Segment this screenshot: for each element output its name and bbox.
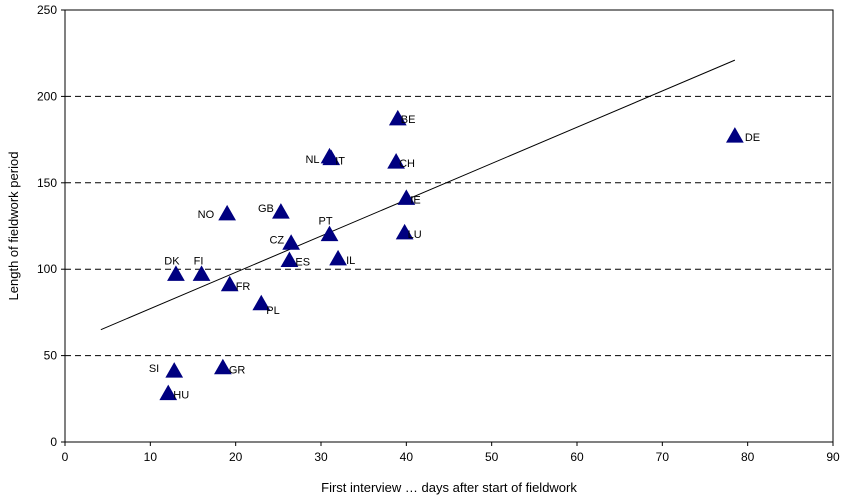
data-point-lu (395, 223, 414, 240)
y-tick-label-100: 100 (37, 262, 57, 276)
plot-area (64, 9, 834, 443)
trendline (100, 59, 736, 331)
x-tick-label-60: 60 (570, 450, 584, 464)
y-tick-label-250: 250 (37, 3, 57, 17)
data-label-gb: GB (258, 203, 274, 215)
data-label-fi: FI (194, 255, 204, 267)
data-label-dk: DK (164, 255, 180, 267)
data-point-es (280, 251, 299, 268)
trendline-layer (100, 59, 736, 331)
data-point-be (388, 109, 407, 126)
data-point-fr (220, 275, 239, 292)
data-point-ch (387, 153, 405, 169)
x-tick-label-80: 80 (741, 450, 755, 464)
data-point-ie (397, 189, 416, 205)
x-tick-label-50: 50 (485, 450, 499, 464)
data-label-cz: CZ (269, 234, 284, 246)
data-point-hu (159, 384, 178, 401)
data-label-ie: IE (410, 194, 420, 206)
data-point-it (322, 149, 341, 166)
data-label-no: NO (198, 209, 215, 221)
axes: 0 50 100 150 200 250 0 10 20 30 40 50 60 70 80 90 (37, 3, 840, 464)
data-point-il (329, 249, 347, 266)
data-label-fr: FR (236, 281, 251, 293)
x-tick-label-40: 40 (400, 450, 414, 464)
data-point-no (218, 204, 236, 221)
x-tick-label-0: 0 (62, 450, 69, 464)
data-label-pl: PL (266, 305, 279, 317)
data-point-cz (282, 234, 300, 250)
data-label-it: IT (335, 156, 345, 168)
x-tick-label-30: 30 (314, 450, 328, 464)
data-label-gr: GR (229, 365, 246, 377)
data-label-es: ES (295, 257, 310, 269)
data-point-gb (272, 203, 290, 219)
data-label-be: BE (401, 114, 416, 126)
data-point-de (726, 127, 744, 143)
y-tick-label-0: 0 (50, 435, 57, 449)
y-tick-label-50: 50 (44, 349, 58, 363)
data-label-de: DE (745, 132, 760, 144)
data-label-hu: HU (173, 390, 189, 402)
data-label-ch: CH (399, 158, 415, 170)
x-tick-label-10: 10 (144, 450, 158, 464)
y-tick-label-200: 200 (37, 89, 57, 103)
x-axis-title: First interview … days after start of fi… (321, 480, 577, 495)
data-point-fi (192, 265, 211, 281)
data-point-gr (214, 358, 232, 375)
x-tick-label-20: 20 (229, 450, 243, 464)
data-point-pt (320, 225, 339, 242)
y-axis-title: Length of fieldwork period (6, 152, 21, 301)
x-tick-label-70: 70 (656, 450, 670, 464)
x-tick-label-90: 90 (826, 450, 840, 464)
data-point-si (165, 362, 184, 378)
y-tick-label-150: 150 (37, 176, 57, 190)
data-point-dk (167, 265, 185, 281)
point-labels: BE DE NL IT CH IE NO GB PT LU CZ DK FI ES IL FR PL SI GR HU (149, 114, 760, 402)
data-label-si: SI (149, 363, 159, 375)
data-label-nl: NL (305, 154, 319, 166)
data-point-pl (252, 294, 271, 311)
data-label-pt: PT (319, 216, 333, 228)
gridlines (65, 95, 833, 357)
data-points (159, 109, 744, 401)
data-label-il: IL (346, 255, 355, 267)
data-label-lu: LU (408, 229, 422, 241)
